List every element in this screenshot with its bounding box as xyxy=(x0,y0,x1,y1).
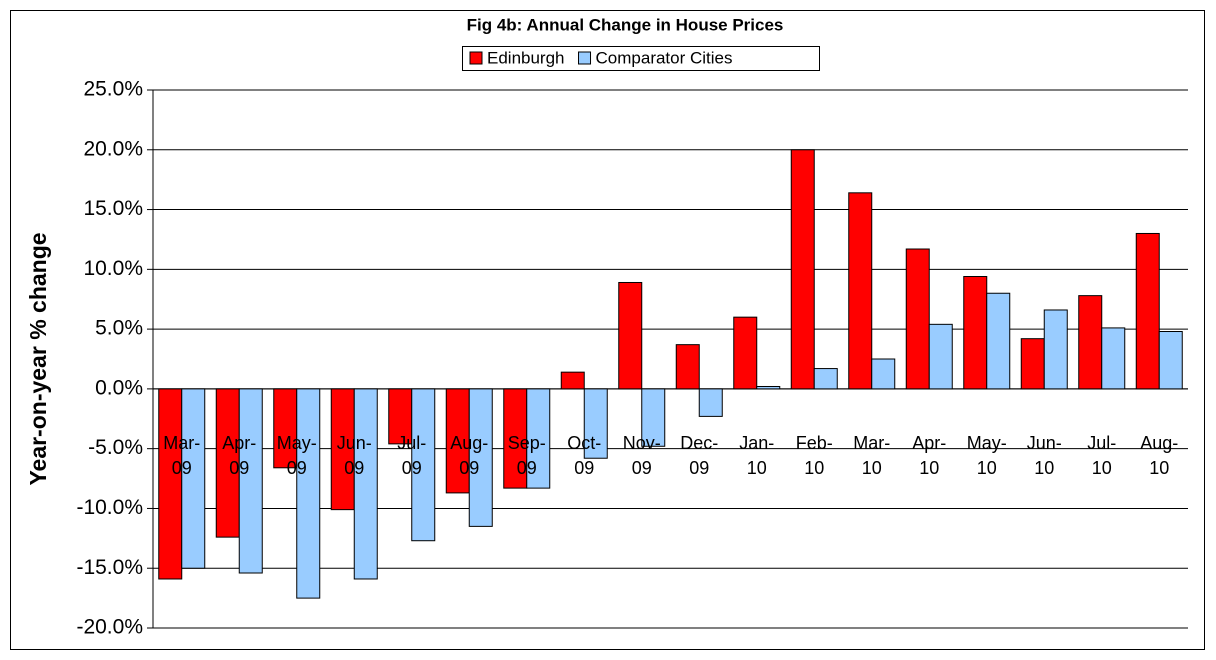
bar xyxy=(1101,327,1126,390)
bar xyxy=(848,192,873,390)
bar xyxy=(238,388,263,574)
bar xyxy=(928,323,953,390)
x-tick-label: Aug- 10 xyxy=(1140,432,1179,478)
y-tick-label: -10.0% xyxy=(76,496,143,519)
bar xyxy=(813,368,838,390)
bar xyxy=(411,388,436,542)
x-tick-label: Nov- 09 xyxy=(622,432,661,478)
chart-title: Fig 4b: Annual Change in House Prices xyxy=(467,15,784,34)
legend-box xyxy=(462,46,820,71)
y-tick-label: 15.0% xyxy=(83,197,143,220)
bar xyxy=(468,388,493,527)
x-tick-label: Aug- 09 xyxy=(450,432,489,478)
bar xyxy=(1135,232,1160,390)
x-tick-label: Jan- 10 xyxy=(739,432,775,478)
y-tick-label: 25.0% xyxy=(83,78,143,101)
y-tick-label: 20.0% xyxy=(83,137,143,160)
bar xyxy=(1078,295,1103,390)
bar xyxy=(296,388,321,599)
bar xyxy=(756,385,781,390)
bar xyxy=(353,388,378,580)
x-tick-label: May- 10 xyxy=(966,432,1007,478)
bar xyxy=(963,276,988,390)
y-tick-label: -5.0% xyxy=(88,436,143,459)
x-tick-label: Feb- 10 xyxy=(795,432,833,478)
x-tick-label: Jun- 10 xyxy=(1026,432,1062,478)
bar xyxy=(526,388,551,489)
legend-label: Comparator Cities xyxy=(596,48,733,67)
x-tick-label: Oct- 09 xyxy=(567,432,602,478)
bar xyxy=(1043,309,1068,390)
y-tick-label: 5.0% xyxy=(95,317,143,340)
bar xyxy=(871,358,896,390)
bar xyxy=(181,388,206,569)
x-tick-label: Mar- 10 xyxy=(853,432,891,478)
x-tick-label: Jul- 09 xyxy=(397,432,427,478)
x-tick-label: Apr- 09 xyxy=(222,432,257,478)
bar xyxy=(733,316,758,390)
x-tick-label: Sep- 09 xyxy=(507,432,546,478)
x-tick-label: Mar- 09 xyxy=(163,432,201,478)
legend-label: Edinburgh xyxy=(487,48,565,67)
x-tick-label: Jun- 09 xyxy=(336,432,372,478)
bar xyxy=(698,388,723,417)
bar xyxy=(1158,331,1183,390)
bar xyxy=(905,248,930,390)
bar xyxy=(618,281,643,390)
y-tick-label: 10.0% xyxy=(83,257,143,280)
x-tick-label: Apr- 10 xyxy=(912,432,947,478)
x-tick-label: May- 09 xyxy=(276,432,317,478)
bar xyxy=(583,388,608,459)
x-tick-label: Jul- 10 xyxy=(1087,432,1117,478)
legend-swatch xyxy=(469,51,483,65)
y-axis-label: Year-on-year % change xyxy=(25,232,51,485)
x-tick-label: Dec- 09 xyxy=(680,432,719,478)
bar xyxy=(560,371,585,390)
bar xyxy=(641,388,666,447)
bar xyxy=(986,292,1011,390)
bar xyxy=(158,388,183,580)
y-tick-label: 0.0% xyxy=(95,376,143,399)
bar xyxy=(1020,338,1045,390)
bar xyxy=(675,344,700,390)
legend-swatch xyxy=(578,51,592,65)
y-tick-label: -15.0% xyxy=(76,556,143,579)
y-tick-label: -20.0% xyxy=(76,616,143,639)
bar xyxy=(790,149,815,390)
